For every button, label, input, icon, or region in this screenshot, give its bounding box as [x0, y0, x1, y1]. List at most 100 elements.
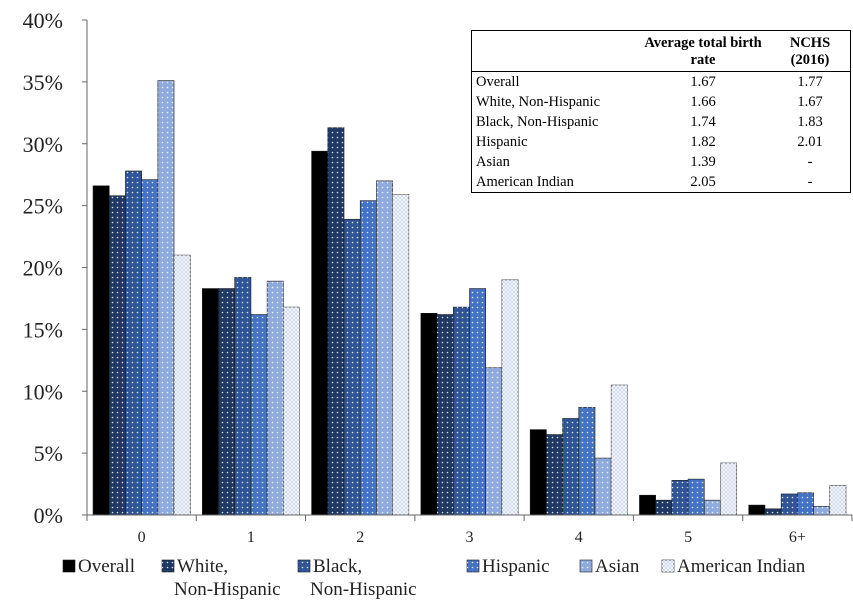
bar-texture [562, 418, 579, 515]
table-row: White, Non-Hispanic 1.66 1.67 [472, 92, 851, 112]
legend-label: American Indian [677, 556, 806, 577]
table-row: American Indian 2.05 - [472, 172, 851, 193]
x-axis: 0 1 2 3 4 5 6+ [86, 514, 853, 546]
bar [748, 504, 766, 516]
table-header-cell: NCHS (2016) [770, 30, 851, 72]
x-tick-label: 5 [684, 529, 692, 546]
bar-texture [546, 434, 563, 515]
table-row: Overall 1.67 1.77 [472, 72, 851, 93]
y-tick-label: 5% [34, 441, 63, 466]
x-tick-label: 4 [575, 529, 583, 546]
table-header-row: Average total birth rate NCHS (2016) [471, 30, 851, 72]
bar-texture [437, 314, 454, 515]
legend: Overall White,Non-HispanicBlack,Non-Hispa… [62, 556, 806, 600]
bar-texture [453, 307, 470, 515]
table-cell: 1.74 [690, 114, 716, 130]
bar-texture [376, 180, 393, 515]
bar-texture [688, 479, 705, 515]
y-tick-label: 25% [23, 194, 63, 219]
bar-texture [141, 179, 158, 515]
bar-texture [469, 288, 486, 515]
legend-swatch-texture [662, 560, 674, 572]
bar [311, 150, 329, 516]
y-tick-label: 20% [23, 256, 63, 281]
table-cell: American Indian [476, 174, 574, 190]
bar-texture [578, 407, 595, 515]
bar [92, 185, 110, 516]
table-header-cell [471, 30, 636, 72]
bar-texture [283, 307, 300, 515]
table-cell: - [807, 154, 813, 170]
table-cell: 1.82 [690, 134, 716, 150]
table-cell: 1.77 [797, 74, 823, 90]
bar [529, 429, 547, 516]
x-tick-label: 6+ [789, 529, 806, 546]
bar [420, 312, 438, 516]
x-tick-label: 1 [247, 529, 255, 546]
x-tick-label: 2 [356, 529, 364, 546]
table-header-cell: Average total birth rate [636, 30, 770, 72]
bar-texture [720, 463, 737, 515]
bar-texture [501, 279, 519, 515]
table-cell: 2.01 [797, 134, 823, 150]
legend-label: Black, [313, 556, 362, 577]
bar-texture [344, 219, 361, 516]
x-tick-label: 3 [466, 529, 474, 546]
bars [92, 80, 847, 516]
legend-label: White, [177, 556, 228, 577]
bar-texture [109, 195, 126, 515]
legend-label: Hispanic [482, 556, 550, 577]
table-cell: - [807, 174, 813, 190]
table-row: Black, Non-Hispanic 1.74 1.83 [472, 112, 851, 132]
table-cell: Overall [476, 74, 520, 90]
y-tick-label: 10% [23, 379, 63, 404]
legend-swatch-texture [580, 560, 592, 572]
bar-texture [267, 281, 284, 515]
legend-label: Non-Hispanic [310, 579, 417, 600]
table-cell: White, Non-Hispanic [476, 94, 601, 110]
y-tick-label: 15% [23, 317, 63, 342]
x-tick-label: 0 [138, 529, 146, 546]
table-cell: 1.67 [797, 94, 823, 110]
legend-swatch-texture [467, 560, 479, 572]
bar-texture [764, 508, 782, 515]
y-tick-label: 0% [34, 503, 63, 528]
legend-swatch-texture [298, 560, 310, 572]
bar-texture [611, 385, 628, 515]
bar-texture [234, 277, 251, 515]
table-row: Hispanic 1.82 2.01 [472, 132, 851, 152]
bar-texture [174, 255, 191, 515]
table-cell: Hispanic [476, 134, 528, 150]
bar-texture [157, 80, 175, 515]
table-cell: 1.67 [690, 74, 716, 90]
legend-swatch-texture [162, 560, 174, 572]
y-tick-label: 30% [23, 132, 63, 157]
bar-texture [704, 500, 721, 515]
bar-texture [813, 506, 830, 515]
table-row: Asian 1.39 - [472, 152, 851, 172]
bar-texture [671, 480, 689, 515]
table-cell: 1.66 [690, 94, 716, 110]
table-cell: Asian [476, 154, 510, 170]
bar-texture [781, 493, 798, 515]
birth-rate-table: Average total birth rate NCHS (2016) Ove… [471, 30, 851, 193]
bar-texture [125, 170, 142, 515]
table-cell: 1.39 [690, 154, 716, 170]
bar-texture [327, 127, 345, 515]
bar-texture [797, 492, 814, 515]
y-tick-label: 35% [23, 70, 63, 95]
bar-texture [829, 485, 846, 515]
table-cell: 2.05 [690, 174, 716, 190]
bar-texture [392, 194, 409, 516]
bar [639, 494, 656, 516]
bar-texture [250, 314, 268, 515]
y-axis: 0% 5% 10% 15% 20% 25% 30% 35% 40% [23, 8, 88, 528]
bar-texture [655, 500, 672, 515]
bar-texture [485, 367, 502, 515]
table-cell: Black, Non-Hispanic [476, 114, 599, 130]
bar-texture [360, 200, 377, 516]
y-tick-label: 40% [23, 8, 63, 33]
bar-texture [594, 458, 612, 515]
legend-label: Asian [595, 556, 640, 577]
